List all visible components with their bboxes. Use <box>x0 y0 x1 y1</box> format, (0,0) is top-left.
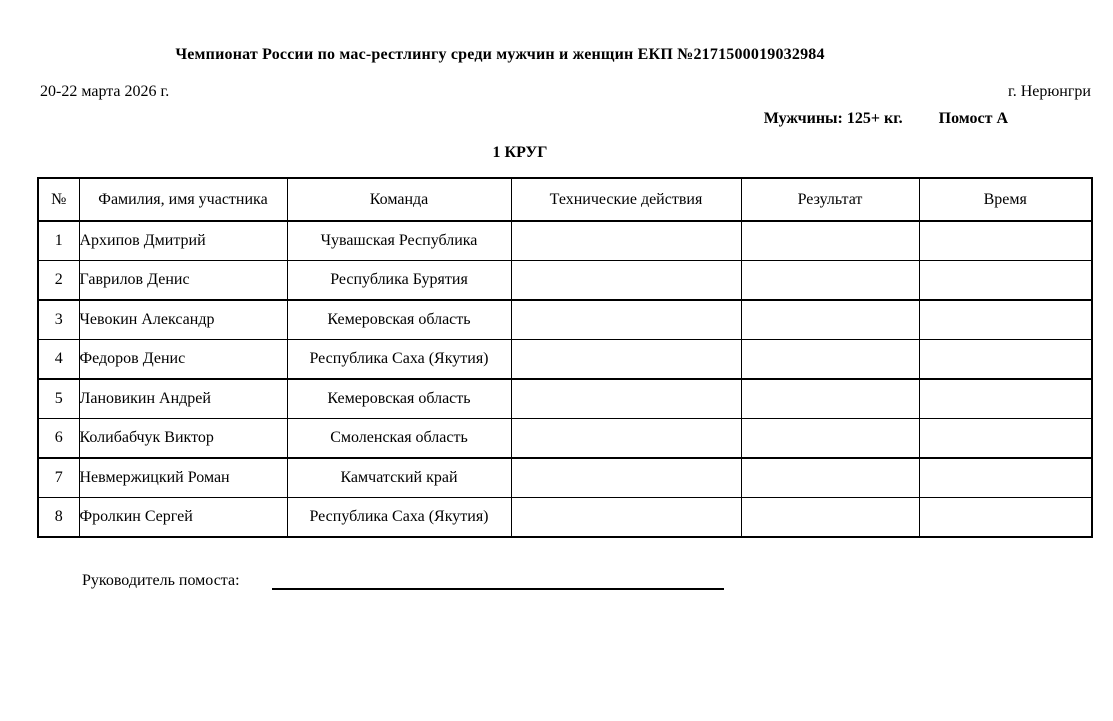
cell-result <box>740 339 920 380</box>
cell-time <box>918 220 1093 261</box>
event-city: г. Нерюнгри <box>1007 83 1091 100</box>
platform-label: Помост А <box>938 110 1008 127</box>
cell-time <box>918 378 1093 419</box>
cell-number: 5 <box>37 378 80 419</box>
signature-row: Руководитель помоста: <box>82 568 724 590</box>
cell-team: Кемеровская область <box>286 299 512 340</box>
cell-number: 3 <box>37 299 80 340</box>
cell-actions <box>510 299 742 340</box>
cell-number: 7 <box>37 457 80 498</box>
cell-time <box>918 339 1093 380</box>
cell-number: 4 <box>37 339 80 380</box>
cell-time <box>918 299 1093 340</box>
table-row: 7 Невмержицкий Роман Камчатский край <box>37 457 1093 498</box>
cell-number: 2 <box>37 260 80 301</box>
col-header-actions: Технические действия <box>510 177 742 222</box>
col-header-time: Время <box>918 177 1093 222</box>
table-row: 8 Фролкин Сергей Республика Саха (Якутия… <box>37 497 1093 538</box>
cell-name: Гаврилов Денис <box>78 260 288 301</box>
cell-team: Чувашская Республика <box>286 220 512 261</box>
table-row: 2 Гаврилов Денис Республика Бурятия <box>37 260 1093 301</box>
table-row: 4 Федоров Денис Республика Саха (Якутия) <box>37 339 1093 380</box>
cell-team: Республика Саха (Якутия) <box>286 339 512 380</box>
document-title: Чемпионат России по мас-рестлингу среди … <box>175 46 825 63</box>
table-row: 1 Архипов Дмитрий Чувашская Республика <box>37 220 1093 261</box>
cell-number: 1 <box>37 220 80 261</box>
results-table: № Фамилия, имя участника Команда Техниче… <box>37 177 1093 538</box>
cell-actions <box>510 497 742 538</box>
cell-result <box>740 457 920 498</box>
cell-team: Смоленская область <box>286 418 512 459</box>
cell-result <box>740 418 920 459</box>
cell-name: Чевокин Александр <box>78 299 288 340</box>
cell-name: Лановикин Андрей <box>78 378 288 419</box>
meta-row: 20-22 марта 2026 г. г. Нерюнгри <box>40 83 1091 101</box>
event-date: 20-22 марта 2026 г. <box>40 83 170 100</box>
table-row: 3 Чевокин Александр Кемеровская область <box>37 299 1093 340</box>
table-row: 5 Лановикин Андрей Кемеровская область <box>37 378 1093 419</box>
cell-name: Фролкин Сергей <box>78 497 288 538</box>
cell-actions <box>510 220 742 261</box>
cell-name: Федоров Денис <box>78 339 288 380</box>
cell-actions <box>510 418 742 459</box>
cell-number: 6 <box>37 418 80 459</box>
cell-result <box>740 497 920 538</box>
cell-time <box>918 418 1093 459</box>
signature-label: Руководитель помоста: <box>82 572 240 589</box>
round-title: 1 КРУГ <box>492 144 548 161</box>
cell-result <box>740 299 920 340</box>
cell-team: Республика Бурятия <box>286 260 512 301</box>
cell-actions <box>510 378 742 419</box>
cell-actions <box>510 260 742 301</box>
col-header-team: Команда <box>286 177 512 222</box>
cell-team: Республика Саха (Якутия) <box>286 497 512 538</box>
col-header-number: № <box>37 177 80 222</box>
cell-result <box>740 220 920 261</box>
col-header-name: Фамилия, имя участника <box>78 177 288 222</box>
cell-name: Невмержицкий Роман <box>78 457 288 498</box>
class-row: Мужчины: 125+ кг. Помост А <box>40 110 1008 128</box>
cell-actions <box>510 457 742 498</box>
cell-time <box>918 457 1093 498</box>
cell-name: Колибабчук Виктор <box>78 418 288 459</box>
cell-result <box>740 378 920 419</box>
cell-name: Архипов Дмитрий <box>78 220 288 261</box>
cell-result <box>740 260 920 301</box>
table-header-row: № Фамилия, имя участника Команда Техниче… <box>37 177 1093 222</box>
cell-team: Кемеровская область <box>286 378 512 419</box>
cell-number: 8 <box>37 497 80 538</box>
cell-time <box>918 260 1093 301</box>
col-header-result: Результат <box>740 177 920 222</box>
cell-time <box>918 497 1093 538</box>
table-row: 6 Колибабчук Виктор Смоленская область <box>37 418 1093 459</box>
cell-actions <box>510 339 742 380</box>
cell-team: Камчатский край <box>286 457 512 498</box>
weight-class-label: Мужчины: 125+ кг. <box>763 110 903 127</box>
signature-line <box>271 568 724 590</box>
